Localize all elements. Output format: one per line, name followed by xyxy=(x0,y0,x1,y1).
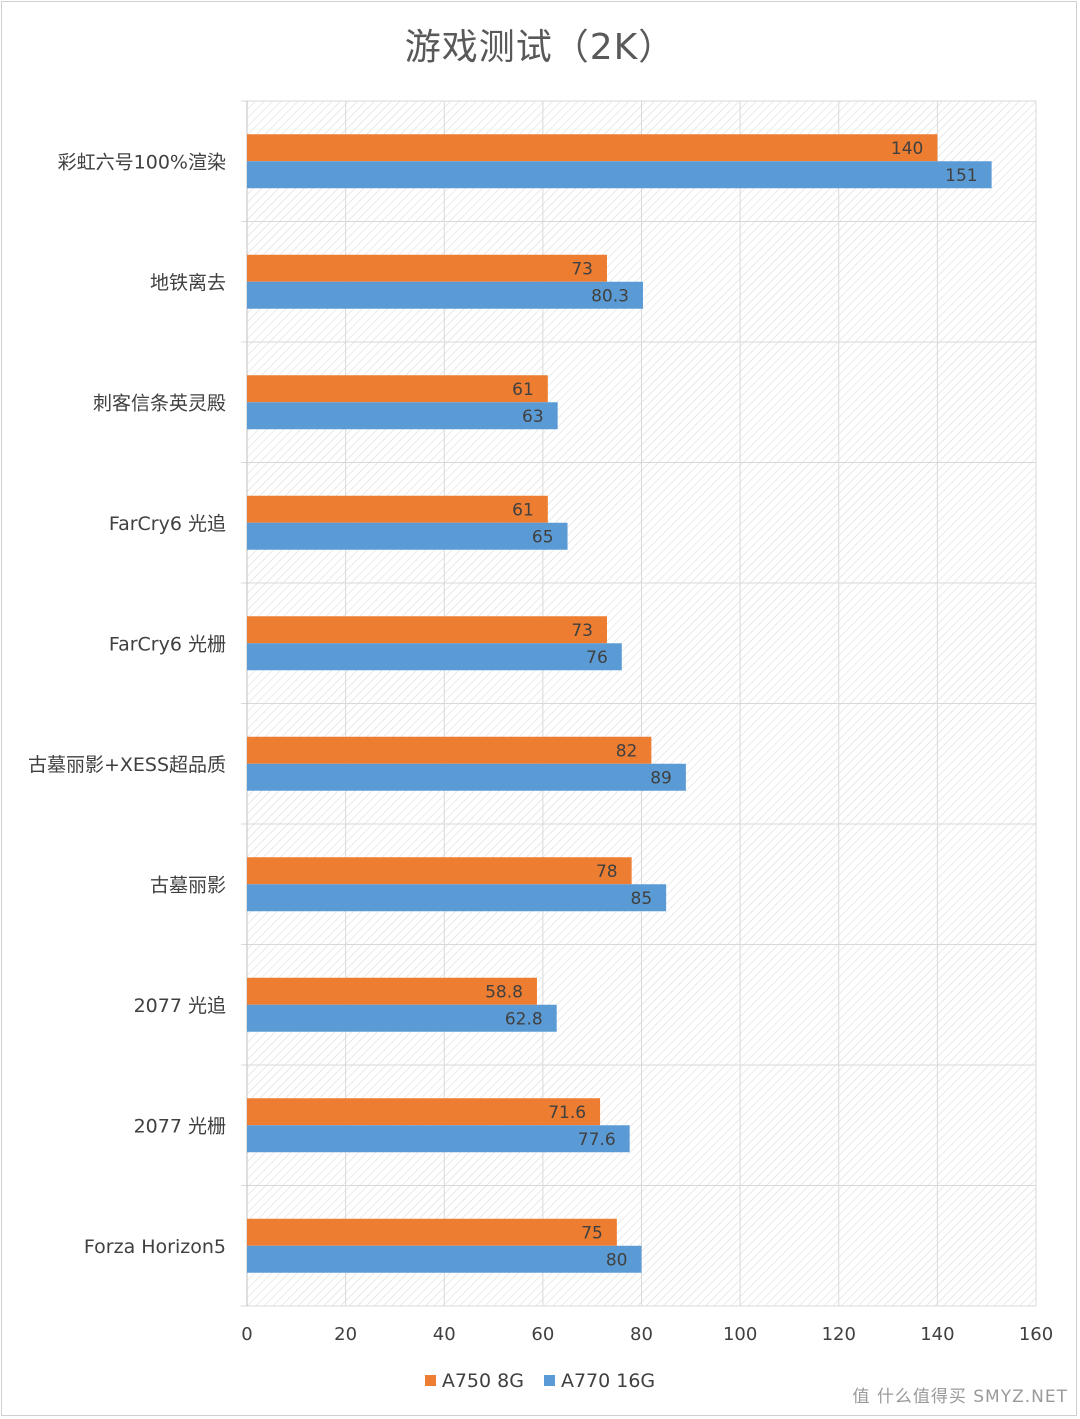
bar xyxy=(247,1004,557,1032)
data-label: 76 xyxy=(586,648,608,668)
data-label: 61 xyxy=(512,500,534,520)
watermark: 值 什么值得买 SMYZ.NET xyxy=(852,1387,1068,1407)
category-label: FarCry6 光追 xyxy=(109,513,226,535)
data-label: 63 xyxy=(522,407,544,427)
data-label: 78 xyxy=(596,862,618,882)
data-label: 85 xyxy=(631,889,653,909)
bar xyxy=(247,1125,630,1153)
category-label: 2077 光栅 xyxy=(134,1115,226,1137)
legend-item: A750 8G xyxy=(424,1370,524,1392)
data-label: 73 xyxy=(571,621,593,641)
data-label: 65 xyxy=(532,527,554,547)
data-label: 77.6 xyxy=(578,1130,616,1150)
x-tick-label: 100 xyxy=(723,1324,757,1345)
x-tick-label: 140 xyxy=(920,1324,954,1345)
category-label: 古墓丽影+XESS超品质 xyxy=(28,754,226,776)
bar xyxy=(247,522,568,550)
category-label: 刺客信条英灵殿 xyxy=(93,392,226,414)
bar xyxy=(247,884,667,912)
data-label: 140 xyxy=(891,139,923,159)
data-label: 82 xyxy=(616,741,638,761)
bar xyxy=(247,616,607,644)
legend-swatch xyxy=(424,1375,436,1386)
bar xyxy=(247,134,938,162)
x-tick-label: 0 xyxy=(241,1324,252,1345)
data-label: 73 xyxy=(571,259,593,279)
category-label: FarCry6 光栅 xyxy=(109,633,226,655)
category-label: 地铁离去 xyxy=(150,272,226,294)
bars: 140 151 73 80.3 61 63 61 65 73 76 82 89 78 85 58.8 62.8… xyxy=(247,134,992,1273)
legend-swatch xyxy=(543,1375,555,1386)
data-label: 71.6 xyxy=(548,1103,586,1123)
bar xyxy=(247,375,548,403)
x-tick-label: 20 xyxy=(334,1324,357,1345)
data-label: 80 xyxy=(606,1250,628,1270)
bar xyxy=(247,736,652,764)
x-tick-label: 160 xyxy=(1019,1324,1053,1345)
bar xyxy=(247,1218,617,1246)
data-label: 80.3 xyxy=(591,286,629,306)
x-tick-label: 120 xyxy=(822,1324,856,1345)
legend-item: A770 16G xyxy=(543,1370,656,1392)
chart-title: 游戏测试（2K） xyxy=(404,27,676,68)
bar xyxy=(247,161,992,189)
bar xyxy=(247,977,537,1005)
legend: A750 8G A770 16G xyxy=(0,1370,1080,1392)
legend-label: A750 8G xyxy=(441,1370,524,1392)
x-axis-tick-labels: 0 20 40 60 80 100 120 140 160 xyxy=(241,1324,1053,1345)
data-label: 75 xyxy=(581,1223,603,1243)
category-label: 2077 光追 xyxy=(134,995,226,1017)
x-tick-label: 80 xyxy=(630,1324,653,1345)
bar xyxy=(247,763,686,791)
category-label: Forza Horizon5 xyxy=(84,1236,226,1258)
data-label: 61 xyxy=(512,380,534,400)
bar xyxy=(247,1098,601,1126)
bar xyxy=(247,1245,642,1273)
x-tick-label: 40 xyxy=(433,1324,456,1345)
category-label: 古墓丽影 xyxy=(150,874,226,896)
category-label: 彩虹六号100%渲染 xyxy=(58,151,226,173)
bar xyxy=(247,402,558,430)
bar xyxy=(247,281,643,309)
data-label: 58.8 xyxy=(485,982,523,1002)
bar xyxy=(247,254,607,282)
data-label: 151 xyxy=(945,166,977,186)
data-label: 89 xyxy=(650,768,672,788)
bar xyxy=(247,857,632,885)
data-label: 62.8 xyxy=(505,1009,543,1029)
x-tick-label: 60 xyxy=(531,1324,554,1345)
bar xyxy=(247,643,622,671)
bar xyxy=(247,495,548,523)
legend-label: A770 16G xyxy=(560,1370,656,1392)
